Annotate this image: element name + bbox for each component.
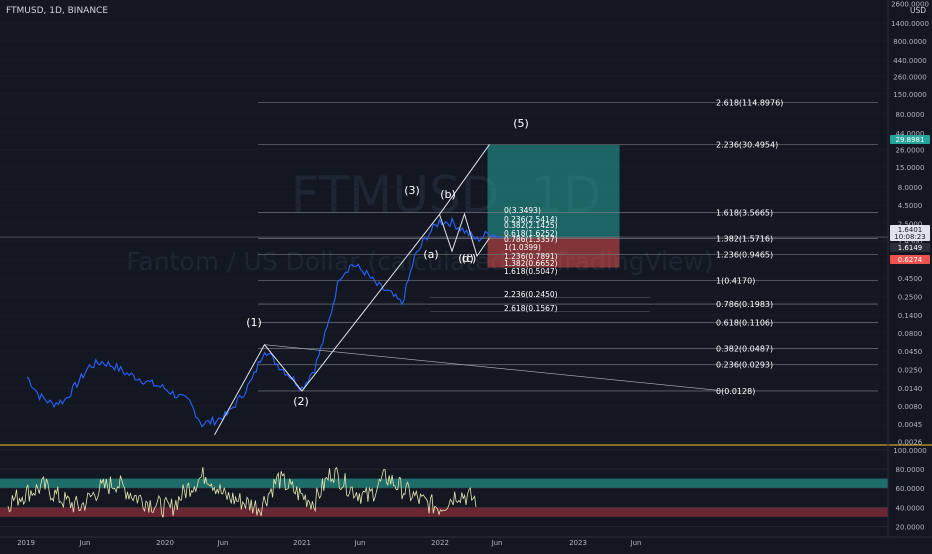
price-badge-value: 1.6401 <box>898 226 923 234</box>
price-tick-label: 260.0000 <box>893 73 926 81</box>
price-badge <box>890 135 930 144</box>
fib-retrace-label: 1.618(0.5047) <box>504 267 558 276</box>
price-tick-label: 1.4500 <box>898 238 923 246</box>
fib-retrace-label: 0.236(2.5414) <box>504 215 558 224</box>
rsi-tick-label: 100.0000 <box>893 447 926 455</box>
watermark-description: Fantom / US Dollar (calculated by Tradin… <box>126 247 713 276</box>
price-tick-label: 80.0000 <box>896 111 925 119</box>
price-tick-label: 0.0045 <box>898 421 923 429</box>
time-tick-label: Jun <box>79 539 91 547</box>
price-tick-label: 2.5000 <box>898 221 923 229</box>
wave-label: (c) <box>462 252 477 265</box>
fib-retrace-label: 0.786(1.3357) <box>504 235 558 244</box>
wave-corrective-line <box>439 212 490 258</box>
price-badge <box>890 225 930 241</box>
price-tick-label: 1400.0000 <box>891 20 929 28</box>
fib-extension-label: 1.382(1.5716) <box>716 234 773 243</box>
fib-retrace-label: 0.382(2.1425) <box>504 221 558 230</box>
fib-extension-label: 1(0.4170) <box>716 276 755 285</box>
fib-extension-label: 0.382(0.0487) <box>716 345 773 354</box>
rsi-tick-label: 80.0000 <box>896 466 925 474</box>
price-tick-label: 4.5000 <box>898 202 923 210</box>
time-tick-label: 2019 <box>17 539 35 547</box>
wave-label: (5) <box>513 117 529 130</box>
symbol-header: FTMUSD, 1D, BINANCE <box>6 6 108 16</box>
rsi-oversold-band <box>0 507 888 517</box>
wave-label: (d) <box>458 252 474 265</box>
price-tick-label: 0.0800 <box>898 330 923 338</box>
fib-extension-label: 0(0.0128) <box>716 387 755 396</box>
price-tick-label: 0.0080 <box>898 403 923 411</box>
fib-retrace-label: 1.382(0.6652) <box>504 259 558 268</box>
wave-label: (1) <box>246 316 262 329</box>
fib-retrace-label: 0(3.3493) <box>504 206 541 215</box>
time-tick-label: Jun <box>217 539 229 547</box>
rsi-tick-label: 40.0000 <box>896 504 925 512</box>
profit-zone <box>487 145 620 238</box>
fib-retrace-label: 2.236(0.2450) <box>504 290 558 299</box>
price-tick-label: 44.0000 <box>896 130 925 138</box>
time-tick-label: Jun <box>630 539 642 547</box>
trend-line <box>264 344 725 392</box>
time-tick-label: 2022 <box>431 539 449 547</box>
price-badge-timer: 10:08:23 <box>894 233 925 241</box>
wave-label: (a) <box>423 248 438 261</box>
price-badge-value: 0.6274 <box>898 256 923 264</box>
rsi-tick-label: 20.0000 <box>896 523 925 531</box>
time-tick-label: 2020 <box>156 539 174 547</box>
loss-zone <box>487 237 620 268</box>
price-tick-label: 26.0000 <box>896 146 925 154</box>
price-tick-label: 15.0000 <box>896 164 925 172</box>
time-tick-label: 2023 <box>569 539 587 547</box>
fib-extension-label: 1.236(0.9465) <box>716 250 773 259</box>
fib-retrace-label: 1.236(0.7891) <box>504 252 558 261</box>
price-tick-label: 800.0000 <box>893 38 926 46</box>
fib-extension-label: 2.236(30.4954) <box>716 140 778 149</box>
time-tick-label: Jun <box>354 539 366 547</box>
wave-label: (2) <box>293 395 309 408</box>
price-tick-label: 150.0000 <box>893 91 926 99</box>
price-series-line <box>26 216 503 428</box>
price-tick-label: 2600.0000 <box>891 0 929 8</box>
price-badge-value: 1.6149 <box>898 244 923 252</box>
rsi-line <box>7 466 477 518</box>
price-tick-label: 8.0000 <box>898 184 923 192</box>
price-badge <box>890 243 930 252</box>
currency-label: USD <box>910 6 926 15</box>
price-tick-label: 0.4500 <box>898 275 923 283</box>
price-tick-label: 440.0000 <box>893 57 926 65</box>
fib-extension-label: 2.618(114.8976) <box>716 98 783 107</box>
fib-extension-label: 0.786(0.1983) <box>716 300 773 309</box>
rsi-tick-label: 60.0000 <box>896 485 925 493</box>
time-tick-label: Jun <box>491 539 503 547</box>
price-tick-label: 0.2500 <box>898 294 923 302</box>
price-tick-label: 0.0140 <box>898 385 923 393</box>
price-tick-label: 0.0026 <box>898 438 923 446</box>
wave-label: (b) <box>440 188 456 201</box>
wave-impulse-line <box>214 144 490 436</box>
time-tick-label: 2021 <box>293 539 311 547</box>
wave-label: (3) <box>404 184 420 197</box>
rsi-overbought-band <box>0 478 888 489</box>
fib-extension-label: 0.236(0.0293) <box>716 361 773 370</box>
fib-extension-label: 0.618(0.1106) <box>716 319 773 328</box>
fib-retrace-label: 1(1.0399) <box>504 243 541 252</box>
price-badge-value: 29.8981 <box>896 136 925 144</box>
fib-retrace-label: 0.618(1.6252) <box>504 229 558 238</box>
price-badge <box>890 255 930 264</box>
price-tick-label: 0.0450 <box>898 348 923 356</box>
fib-extension-label: 1.618(3.5665) <box>716 208 773 217</box>
price-tick-label: 0.1400 <box>898 312 923 320</box>
fib-retrace-label: 2.618(0.1567) <box>504 304 558 313</box>
price-tick-label: 0.0250 <box>898 367 923 375</box>
